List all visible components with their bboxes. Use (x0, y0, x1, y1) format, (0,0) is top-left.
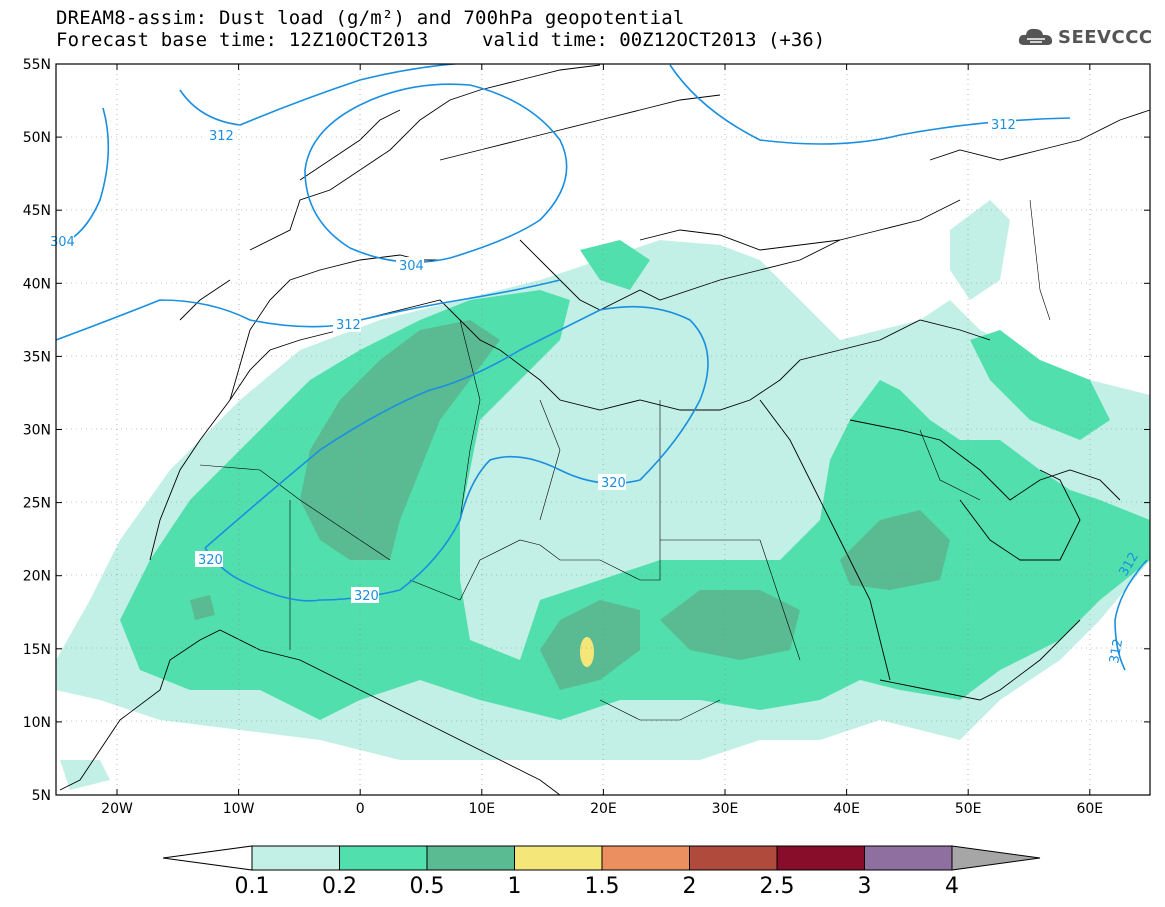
colorbar-swatch (514, 845, 603, 871)
lat-label: 20N (23, 569, 51, 585)
lon-label: 50E (955, 801, 982, 817)
colorbar-swatch (251, 845, 340, 871)
lat-label: 5N (32, 788, 51, 804)
contour-label: 304 (399, 259, 424, 274)
colorbar-swatch (864, 845, 953, 871)
map-plot-area (56, 64, 1150, 795)
lon-label: 40E (833, 801, 860, 817)
colorbar-tick-label: 4 (945, 874, 959, 899)
map-title-line1: DREAM8-assim: Dust load (g/m²) and 700hP… (56, 7, 685, 29)
colorbar-swatch (689, 845, 778, 871)
colorbar-tick-label: 2.5 (760, 874, 795, 899)
country-borders (199, 199, 1051, 721)
contour-label: 320 (354, 589, 379, 604)
lon-label: 10E (468, 801, 495, 817)
colorbar-swatch (776, 845, 865, 871)
colorbar-tick-label: 1 (508, 874, 522, 899)
colorbar-tick-label: 0.5 (410, 874, 445, 899)
colorbar-tick-label: 0.1 (235, 874, 270, 899)
lat-label: 55N (23, 57, 51, 73)
lon-label: 30E (712, 801, 739, 817)
latitude-axis: 55N 50N 45N 40N 35N 30N 25N 20N 15N 10N 5N (23, 57, 1150, 804)
contour-label: 320 (601, 476, 626, 491)
colorbar-tick-label: 1.5 (585, 874, 620, 899)
colorbar-swatch (601, 845, 690, 871)
forecast-base-time: Forecast base time: 12Z10OCT2013 (56, 29, 429, 51)
contour-label: 312 (991, 118, 1016, 133)
graticule (56, 64, 1150, 795)
seevccc-logo: SEEVCCC (1018, 26, 1153, 48)
colorbar-swatch (339, 845, 428, 871)
colorbar-tick-label: 2 (683, 874, 697, 899)
colorbar-tick-label: 3 (858, 874, 872, 899)
contour-label: 312 (336, 318, 361, 333)
lon-label: 20W (101, 801, 133, 817)
lat-label: 50N (23, 130, 51, 146)
colorbar: 0.1 0.2 0.5 1 1.5 2 2.5 3 4 (162, 845, 1041, 899)
colorbar-tick-label: 0.2 (322, 874, 357, 899)
contour-labels: 312 304 304 312 320 320 320 312 312 312 (50, 116, 1142, 665)
contour-label: 304 (50, 235, 75, 250)
contour-label: 312 (209, 129, 234, 144)
lat-label: 10N (23, 715, 51, 731)
lon-label: 10W (223, 801, 255, 817)
dust-peak (580, 637, 594, 667)
lon-label: 20E (590, 801, 617, 817)
cloud-icon (1018, 28, 1053, 45)
lat-label: 35N (23, 349, 51, 365)
contour-label: 312 (1107, 638, 1126, 665)
lat-label: 40N (23, 276, 51, 292)
colorbar-swatch (426, 845, 515, 871)
lat-label: 15N (23, 642, 51, 658)
logo-text: SEEVCCC (1058, 26, 1153, 48)
lon-label: 0 (356, 801, 365, 817)
valid-time: valid time: 00Z12OCT2013 (+36) (482, 29, 826, 51)
lon-label: 60E (1076, 801, 1103, 817)
contour-label: 320 (198, 553, 223, 568)
longitude-axis: 20W 10W 0 10E 20E 30E 40E 50E 60E (101, 64, 1103, 817)
lat-label: 45N (23, 203, 51, 219)
lat-label: 25N (23, 496, 51, 512)
lat-label: 30N (23, 423, 51, 439)
coastlines (59, 64, 1150, 795)
